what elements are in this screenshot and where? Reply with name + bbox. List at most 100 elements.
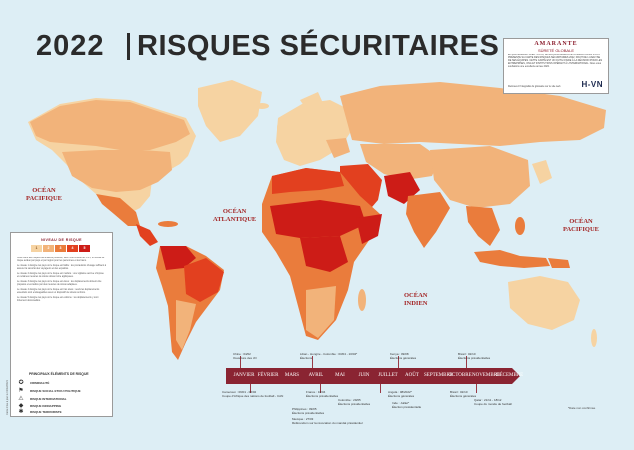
timeline-tick	[398, 356, 399, 368]
timeline-tick	[250, 384, 251, 393]
north-africa	[272, 168, 344, 194]
legend-symbol-label: CRIMINALITÉ	[30, 381, 50, 385]
venezuela-colombia	[160, 246, 196, 270]
update-note: Carte mise à jour le 01/12/2021	[6, 380, 9, 415]
legend-paragraph: Le niveau 2 désigne les pays où le risqu…	[17, 273, 104, 278]
legend-description: Cette carte des risques sécuritaires pré…	[17, 257, 106, 369]
legend-symbol-row: ✱ RISQUE TERRORISTE	[17, 408, 62, 415]
brand-text: EN PARTENARIAT AVEC H-OVN, LE GROUPE AMA…	[508, 54, 603, 68]
caribbean	[158, 221, 178, 227]
legend-symbol-row: ⚠ RISQUE INTERNATIONAL	[17, 396, 66, 402]
central-america	[136, 224, 158, 246]
legend-symbol-label: RISQUE TERRORISTE	[30, 410, 62, 414]
ukraine-balkans	[326, 138, 350, 158]
madagascar	[358, 289, 366, 311]
timeline-event: Cameroun : 09/01 - 06/02 Coupe d'Afrique…	[222, 390, 284, 398]
risk-level-5: 5	[79, 245, 90, 252]
partner-logo: H-VN	[581, 80, 603, 89]
month-june: JUIN	[358, 373, 370, 378]
timeline-tick	[380, 384, 381, 393]
russia	[340, 82, 606, 146]
timeline-event: Philippines : 09/05 Élections présidenti…	[292, 407, 325, 415]
png	[548, 258, 570, 268]
timeline-event: Liban - Hongrie - Colombie : 03/04 - 10/…	[300, 352, 358, 360]
legend-paragraph: Cette carte des risques sécuritaires pré…	[17, 257, 105, 262]
amarante-tagline: SÛRETÉ GLOBALE	[537, 48, 574, 53]
kidnapping-icon: ◆	[18, 402, 24, 409]
iceland	[255, 103, 269, 109]
risk-level-4: 4	[67, 245, 78, 252]
central-africa	[300, 236, 348, 272]
month-january: JANVIER	[233, 373, 255, 378]
month-october: OCTOBRE	[448, 373, 472, 378]
timeline-event: France : 10/04 Élections présidentielles	[306, 390, 339, 398]
legend-paragraph: Le niveau 4 désigne les pays où le risqu…	[17, 289, 100, 294]
uk-ireland	[277, 120, 287, 136]
timeline-tick	[466, 356, 467, 368]
poster-title: RISQUES SÉCURITAIRES	[137, 30, 500, 62]
southern-cone	[176, 300, 196, 350]
timeline-tick	[312, 356, 313, 368]
poster-year: 2022	[36, 30, 105, 62]
horn-of-africa	[356, 214, 382, 244]
brazil	[184, 258, 224, 302]
timeline-event: Kenya : 09/08 Élections générales	[390, 352, 417, 360]
month-august: AOÛT	[405, 373, 419, 378]
legend-symbol-row: ✪ CRIMINALITÉ	[17, 380, 49, 386]
greenland	[198, 80, 262, 142]
risk-level-2: 2	[43, 245, 54, 252]
timeline-event: Mexique : 27/03 Référendum sur la révoca…	[292, 417, 363, 425]
timeline-tick	[240, 356, 241, 368]
risk-level-3: 3	[55, 245, 66, 252]
australia	[508, 276, 580, 330]
timeline-tick	[476, 384, 477, 393]
timeline-event: Brésil : 02/10 Élections présidentielles	[458, 352, 491, 360]
legend-paragraph: Le niveau 1 désigne les pays où le risqu…	[17, 265, 106, 270]
terrorism-icon: ✱	[18, 408, 24, 415]
sahel	[270, 200, 366, 238]
risk-level-1: 1	[31, 245, 42, 252]
timeline-tick	[320, 384, 321, 393]
title-separator	[127, 33, 130, 60]
central-asia	[360, 144, 440, 180]
month-november: NOVEMBRE	[472, 373, 501, 378]
legend-paragraph: Le niveau 3 désigne les pays où le risqu…	[17, 281, 102, 286]
timeline-footnote: *Date non confirmée	[568, 406, 596, 410]
legend-paragraph: Le niveau 5 désigne les pays où le risqu…	[17, 297, 99, 302]
legend-symbol-row: ⚑ RISQUE SOCIAL ET/OU POLITIQUE	[17, 387, 80, 394]
timeline-band	[226, 368, 520, 384]
month-february: FÉVRIER	[257, 373, 279, 378]
political-unrest-icon: ⚑	[18, 387, 24, 394]
legend-title: NIVEAU DE RISQUE	[41, 238, 82, 242]
timeline-event: Angola : 08/2022* Élections générales	[388, 390, 415, 398]
new-zealand	[591, 329, 597, 347]
indonesia	[474, 250, 550, 268]
scandinavia	[300, 92, 326, 118]
month-september: SEPTEMBRE	[424, 373, 453, 378]
amarante-logo: AMARANTE	[534, 41, 578, 47]
canada-alaska	[30, 100, 190, 150]
timeline-event: Chine : 04/02 Ouverture des JO	[233, 352, 257, 360]
se-asia	[466, 206, 500, 246]
timeline-event: Qatar : 21/11 - 18/12 Coupe du monde de …	[474, 398, 512, 406]
china	[430, 146, 530, 208]
legend-symbols-title: PRINCIPAUX ÉLÉMENTS DE RISQUE	[29, 372, 89, 376]
brand-url[interactable]: Retrouvez l'intégralité du glossaire sur…	[508, 85, 561, 88]
timeline-event: Colombie : 29/05 Élections présidentiell…	[338, 398, 371, 406]
ocean-label-indian: OCÉAN INDIEN	[404, 292, 428, 307]
month-march: MARS	[284, 373, 300, 378]
korea-japan	[532, 160, 552, 184]
risk-scale: 1 2 3 4 5	[31, 245, 91, 252]
timeline-event: Brésil : 02/10 Élections générales	[450, 390, 477, 398]
ocean-label-atlantic: OCÉAN ATLANTIQUE	[213, 208, 257, 223]
mexico	[96, 194, 140, 226]
criminality-icon: ✪	[18, 379, 24, 386]
southern-africa	[306, 286, 336, 338]
timeline-event: Inde : Juillet* Élection présidentielle	[392, 401, 422, 409]
month-july: JUILLET	[378, 373, 398, 378]
month-may: MAI	[335, 373, 345, 378]
legend-symbol-label: RISQUE KIDNAPPING	[30, 404, 62, 408]
legend-box: NIVEAU DE RISQUE 1 2 3 4 5 Cette carte d…	[10, 232, 113, 417]
